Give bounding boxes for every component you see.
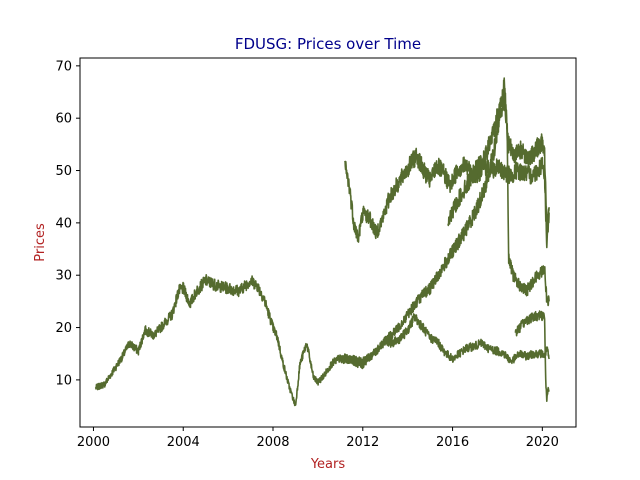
plot-lines	[94, 77, 550, 407]
y-tick-label: 70	[55, 59, 72, 74]
y-tick-label: 40	[55, 216, 72, 231]
price-line-5	[514, 310, 550, 402]
price-line-3	[339, 87, 550, 366]
x-tick-label: 2016	[436, 435, 469, 450]
y-tick-label: 50	[55, 164, 72, 179]
x-axis-ticks: 2000 2004 2008 2012 2016 2020	[77, 427, 559, 450]
y-axis-label: Prices	[33, 223, 48, 262]
x-tick-label: 2004	[167, 435, 200, 450]
x-tick-label: 2012	[346, 435, 379, 450]
chart-title: FDUSG: Prices over Time	[235, 35, 421, 53]
price-line-1	[94, 274, 550, 407]
price-line-4	[447, 77, 550, 227]
y-tick-label: 60	[55, 112, 72, 127]
y-tick-label: 20	[55, 321, 72, 336]
price-line-2	[344, 147, 550, 249]
x-tick-label: 2020	[526, 435, 559, 450]
x-tick-label: 2000	[77, 435, 110, 450]
x-tick-label: 2008	[256, 435, 289, 450]
y-axis-ticks: 10 20 30 40 50 60 70	[55, 59, 80, 388]
y-tick-label: 10	[55, 373, 72, 388]
x-axis-label: Years	[310, 457, 346, 472]
plot-area-frame	[79, 57, 577, 428]
y-tick-label: 30	[55, 269, 72, 284]
